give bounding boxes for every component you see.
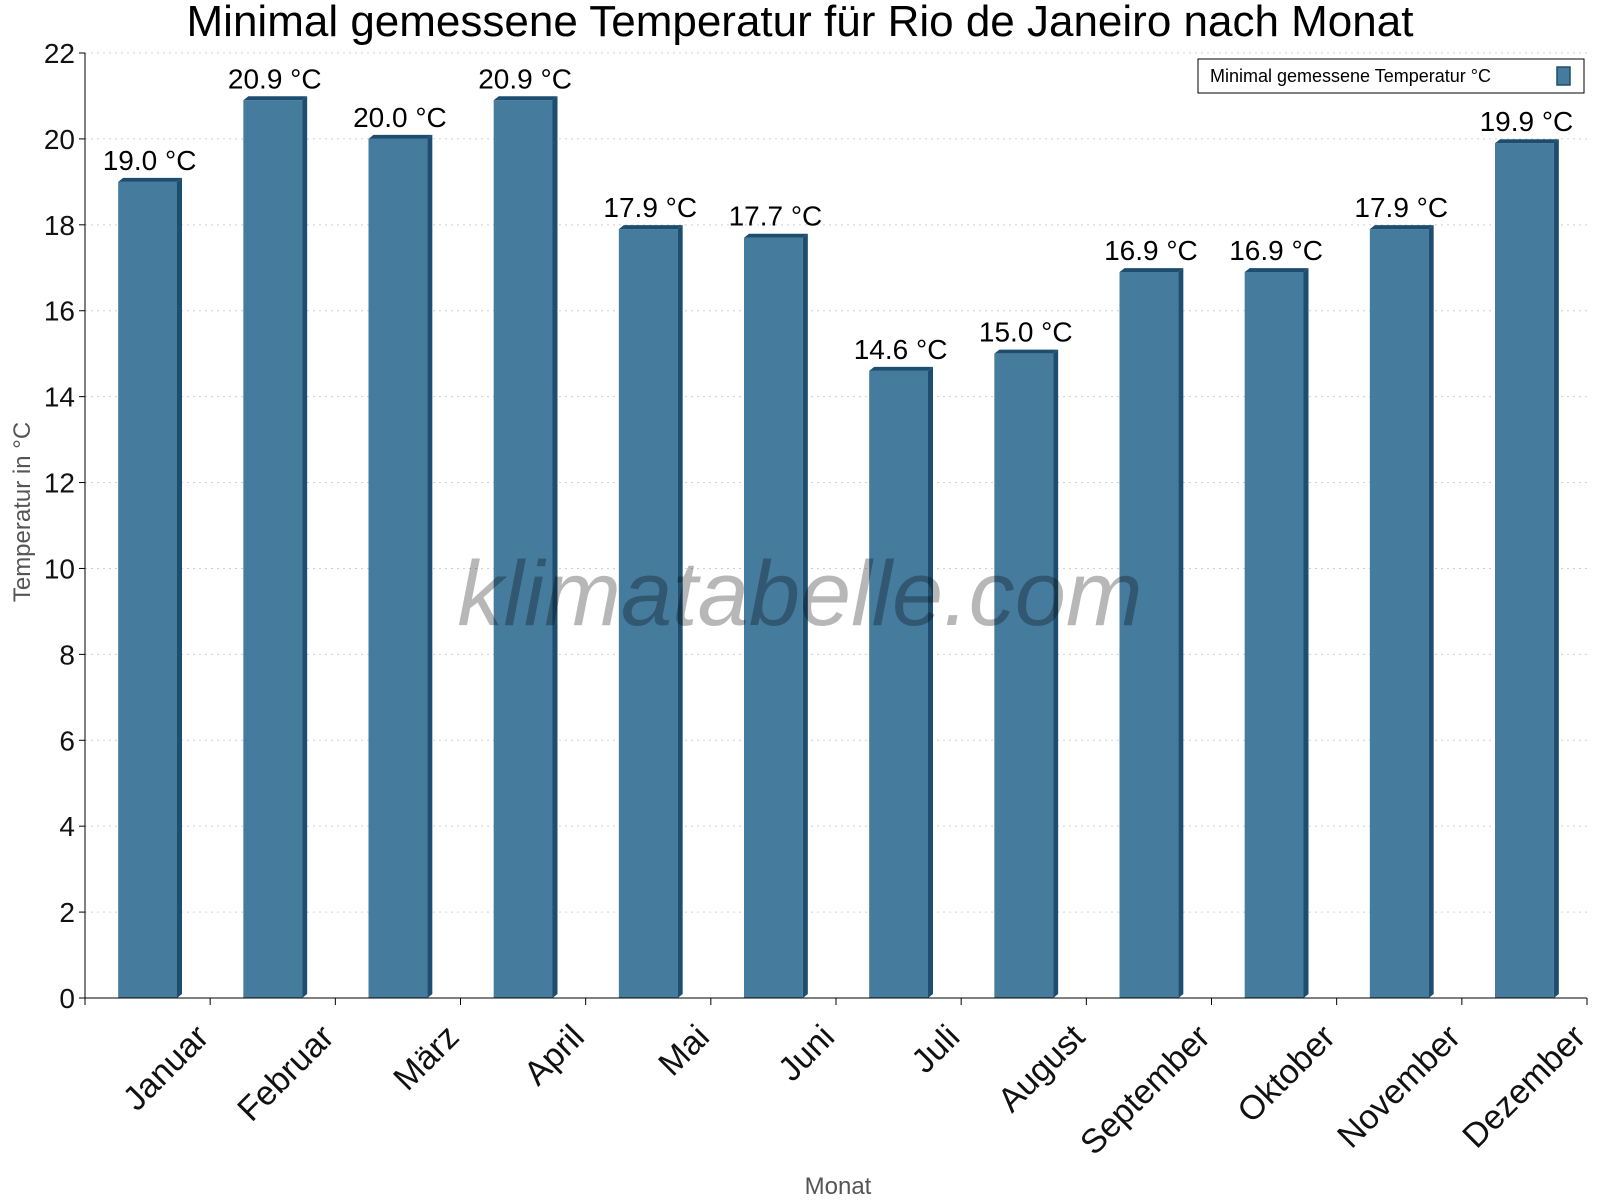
- bar-top: [869, 366, 933, 371]
- bar: [368, 138, 428, 999]
- y-tick-label: 16: [44, 296, 75, 327]
- data-label: 15.0 °C: [979, 317, 1073, 348]
- bar: [1244, 272, 1304, 998]
- bar-top: [994, 349, 1059, 354]
- y-tick-label: 14: [44, 382, 75, 413]
- bar-side: [802, 233, 808, 999]
- data-labels: 19.0 °C 20.9 °C 20.0 °C 20.9 °C 17.9 °C 17.7 …: [103, 63, 1574, 365]
- legend-label: Minimal gemessene Temperatur °C: [1210, 66, 1491, 86]
- bar-top: [1495, 139, 1559, 144]
- x-tick-label: Januar: [116, 1018, 216, 1118]
- x-tick-label: Oktober: [1230, 1018, 1342, 1130]
- bar-top: [744, 233, 808, 238]
- y-tick-label: 10: [44, 553, 75, 584]
- x-tick-label: März: [386, 1018, 466, 1098]
- bar: [744, 237, 803, 999]
- bar-side: [176, 177, 182, 998]
- data-label: 16.9 °C: [1104, 235, 1198, 266]
- bar: [1119, 272, 1179, 998]
- data-label: 14.6 °C: [854, 334, 948, 365]
- y-tick-label: 12: [44, 468, 75, 499]
- legend-swatch: [1556, 66, 1571, 86]
- bar-side: [1428, 225, 1434, 998]
- x-tick-label: Juli: [904, 1018, 967, 1081]
- legend: Minimal gemessene Temperatur °C: [1197, 58, 1585, 94]
- bar-top: [493, 96, 558, 101]
- bars: [118, 96, 1559, 999]
- bar: [243, 100, 303, 998]
- bar-top: [243, 96, 308, 101]
- x-tick-label: September: [1073, 1018, 1217, 1162]
- legend-box: [1197, 58, 1585, 94]
- x-tick-label: Mai: [651, 1018, 717, 1084]
- bar-top: [1369, 225, 1434, 230]
- y-tick-label: 6: [59, 725, 75, 756]
- bar: [493, 100, 553, 998]
- data-label: 20.0 °C: [353, 102, 447, 133]
- x-tick-label: Juni: [771, 1018, 842, 1089]
- bar-side: [1053, 349, 1059, 998]
- grid-lines: [85, 52, 1587, 913]
- y-tick-label: 8: [59, 639, 75, 670]
- data-label: 16.9 °C: [1229, 235, 1323, 266]
- data-label: 19.9 °C: [1480, 106, 1574, 137]
- data-label: 17.7 °C: [729, 201, 823, 232]
- y-tick-labels: 0 2 4 6 8 10 12 14 16 18 20 22: [44, 38, 75, 1014]
- data-label: 17.9 °C: [1354, 192, 1448, 223]
- y-tick-label: 20: [44, 124, 75, 155]
- x-tick-label: Dezember: [1455, 1018, 1593, 1156]
- bar-top: [1244, 268, 1309, 273]
- y-axis-label: Temperatur in °C: [9, 422, 36, 602]
- bar: [618, 229, 678, 998]
- x-tick-label: August: [991, 1017, 1093, 1119]
- data-label: 20.9 °C: [478, 63, 572, 94]
- bar-side: [1303, 268, 1309, 998]
- y-tick-label: 2: [59, 897, 75, 928]
- x-tick-labels: Januar Februar März April Mai Juni Juli AugustS…: [116, 1017, 1593, 1162]
- bar-side: [552, 96, 558, 998]
- bar-side: [677, 225, 683, 998]
- y-tick-label: 18: [44, 210, 75, 241]
- y-tick-label: 0: [59, 983, 75, 1014]
- y-tick-label: 4: [59, 811, 75, 842]
- bar-top: [618, 225, 683, 230]
- x-tick-label: Februar: [230, 1018, 341, 1129]
- bar-side: [1178, 268, 1184, 998]
- data-label: 17.9 °C: [603, 192, 697, 223]
- bar-top: [1119, 268, 1184, 273]
- x-axis-label: Monat: [805, 1173, 872, 1200]
- watermark: klimatabelle.com: [457, 543, 1142, 645]
- x-tick-label: April: [517, 1018, 592, 1093]
- bar-side: [927, 366, 933, 998]
- data-label: 20.9 °C: [228, 63, 322, 94]
- bar: [118, 181, 177, 998]
- axes: [79, 52, 1588, 1005]
- y-tick-label: 22: [44, 38, 75, 69]
- bar: [1369, 229, 1429, 998]
- bar-top: [118, 177, 182, 182]
- bar-side: [427, 134, 433, 999]
- bar-side: [302, 96, 308, 998]
- bar: [869, 370, 928, 998]
- bar-top: [368, 134, 433, 139]
- bar: [994, 353, 1054, 998]
- data-label: 19.0 °C: [103, 145, 197, 176]
- bar: [1495, 143, 1554, 999]
- chart-title: Minimal gemessene Temperatur für Rio de …: [187, 0, 1414, 46]
- x-tick-label: November: [1330, 1018, 1468, 1156]
- bar-side: [1553, 139, 1559, 999]
